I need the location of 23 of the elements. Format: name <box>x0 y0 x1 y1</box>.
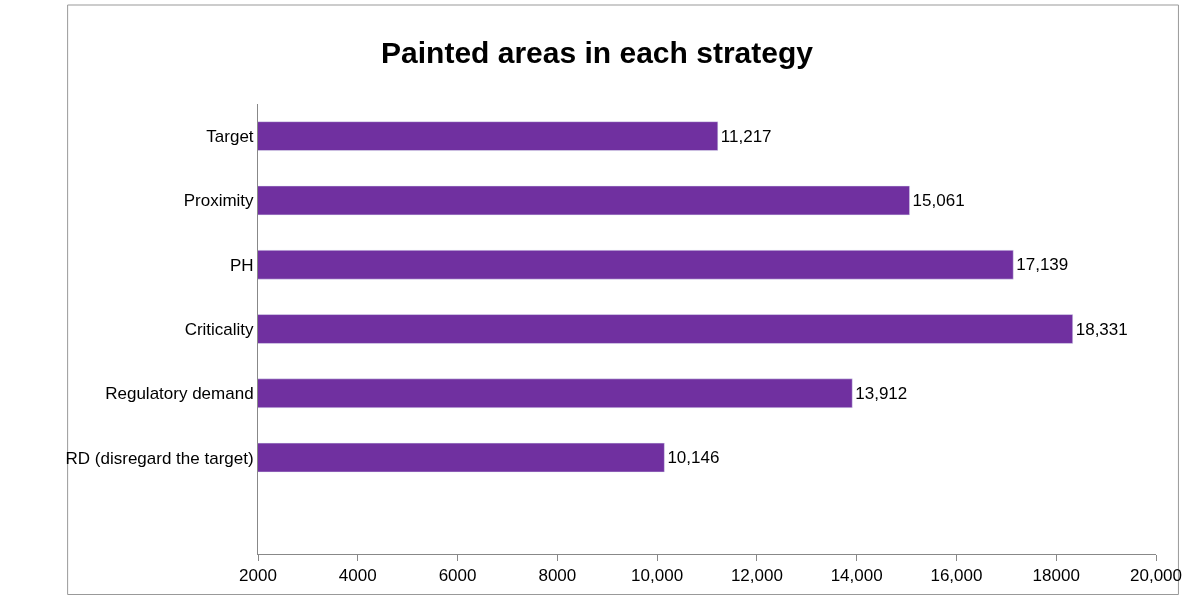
y-tick-label: PH <box>229 255 254 275</box>
data-label: 18,331 <box>1075 319 1128 339</box>
x-tick-label: 12,000 <box>730 566 783 586</box>
x-tick-label: 10,000 <box>631 566 684 586</box>
x-tick-label: 6000 <box>438 566 477 586</box>
chart-title: Painted areas in each strategy <box>381 35 814 69</box>
x-tick-label: 16,000 <box>930 566 983 586</box>
data-label: 15,061 <box>912 190 965 210</box>
x-tick-label: 4000 <box>338 566 377 586</box>
x-tick-label: 2000 <box>239 566 277 586</box>
x-tick-label: 20,000 <box>1130 566 1182 586</box>
y-tick-label: Proximity <box>183 191 255 211</box>
data-label: 10,146 <box>667 448 720 468</box>
data-label: 17,139 <box>1016 255 1069 275</box>
y-tick-label: Target <box>206 127 254 147</box>
y-tick-label: Criticality <box>184 319 255 339</box>
data-label: 13,912 <box>855 383 908 403</box>
data-label: 11,217 <box>720 126 772 146</box>
y-tick-label: Regulatory demand <box>105 384 254 404</box>
x-tick-label: 8000 <box>538 566 577 586</box>
x-tick-label: 18000 <box>1032 566 1080 586</box>
x-tick-label: 14,000 <box>830 566 883 586</box>
y-tick-label: RD (disregard the target) <box>65 448 254 468</box>
